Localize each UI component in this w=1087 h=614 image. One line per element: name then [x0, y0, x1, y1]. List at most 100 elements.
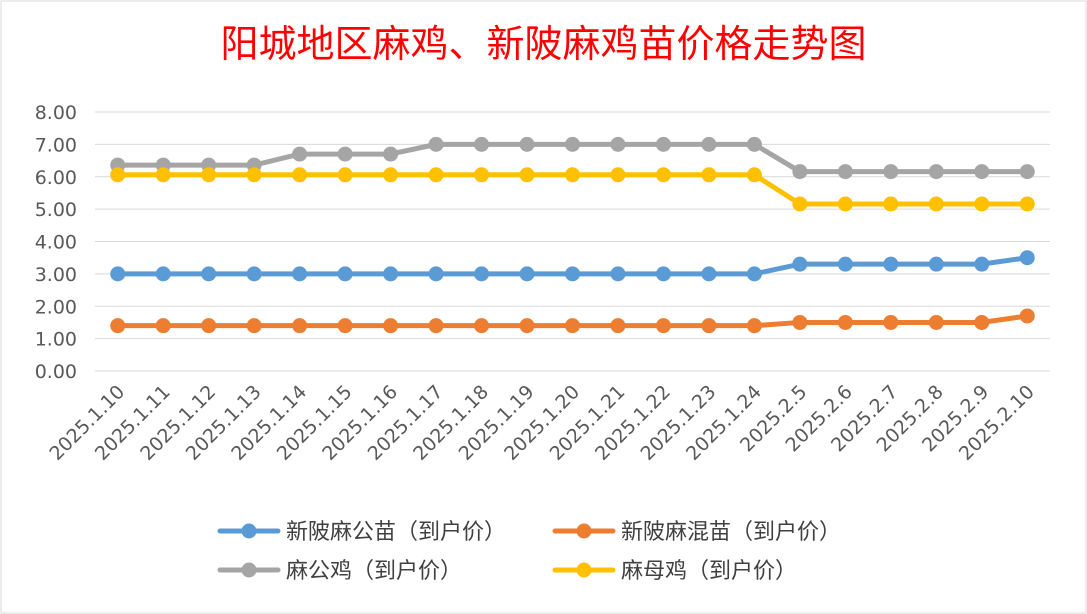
data-point — [928, 314, 944, 330]
data-point — [883, 164, 899, 180]
data-point — [201, 318, 217, 334]
y-tick-label: 8.00 — [35, 102, 77, 124]
data-point — [337, 318, 353, 334]
data-point — [655, 167, 671, 183]
data-point — [201, 167, 217, 183]
data-point — [474, 136, 490, 152]
data-point — [746, 136, 762, 152]
data-point — [1019, 308, 1035, 324]
legend-label: 麻公鸡（到户价） — [286, 559, 462, 584]
data-point — [928, 196, 944, 212]
legend-marker — [241, 523, 257, 539]
data-point — [519, 136, 535, 152]
y-tick-label: 5.00 — [35, 199, 77, 221]
y-tick-label: 2.00 — [35, 296, 77, 318]
y-tick-label: 4.00 — [35, 232, 77, 254]
data-point — [383, 318, 399, 334]
data-point — [565, 266, 580, 282]
series-2 — [110, 308, 1035, 334]
data-point — [837, 164, 853, 180]
data-point — [701, 167, 717, 183]
legend: 新陂麻公苗（到户价） 新陂麻混苗（到户价） 麻公鸡（到户价） 麻母鸡（到户价） — [217, 520, 841, 584]
data-point — [974, 256, 990, 272]
data-point — [655, 266, 671, 282]
data-point — [883, 196, 899, 212]
data-point — [974, 314, 990, 330]
legend-item-2: 新陂麻混苗（到户价） — [552, 520, 841, 545]
y-axis-ticks: 0.00 1.00 2.00 3.00 4.00 5.00 6.00 7.00 8.00 — [35, 102, 77, 383]
data-point — [701, 318, 717, 334]
data-point — [474, 266, 490, 282]
y-tick-label: 6.00 — [35, 167, 77, 189]
data-point — [974, 164, 990, 180]
data-point — [792, 256, 808, 272]
data-point — [383, 146, 399, 162]
data-point — [519, 266, 535, 282]
data-point — [655, 318, 671, 334]
data-point — [701, 266, 717, 282]
data-point — [655, 136, 671, 152]
y-tick-label: 1.00 — [35, 329, 77, 351]
legend-marker — [576, 562, 592, 578]
legend-item-3: 麻公鸡（到户价） — [217, 559, 462, 584]
data-point — [337, 146, 353, 162]
data-point — [837, 196, 853, 212]
data-point — [428, 136, 444, 152]
data-point — [110, 167, 126, 183]
data-point — [201, 266, 217, 282]
data-point — [428, 266, 444, 282]
data-point — [565, 318, 580, 334]
data-point — [1019, 196, 1035, 212]
data-point — [792, 196, 808, 212]
data-point — [610, 266, 626, 282]
data-point — [792, 314, 808, 330]
data-point — [1019, 250, 1035, 266]
data-point — [746, 167, 762, 183]
data-point — [928, 164, 944, 180]
data-point — [883, 256, 899, 272]
data-point — [610, 167, 626, 183]
data-point — [519, 318, 535, 334]
legend-label: 麻母鸡（到户价） — [621, 559, 797, 584]
data-point — [155, 167, 171, 183]
legend-item-1: 新陂麻公苗（到户价） — [217, 520, 506, 545]
series-4 — [110, 167, 1035, 212]
data-point — [155, 266, 171, 282]
data-point — [110, 318, 126, 334]
data-point — [610, 318, 626, 334]
legend-marker — [241, 562, 257, 578]
data-point — [383, 266, 399, 282]
data-point — [292, 146, 308, 162]
data-point — [883, 314, 899, 330]
data-point — [292, 318, 308, 334]
data-point — [428, 318, 444, 334]
data-point — [474, 167, 490, 183]
data-point — [292, 266, 308, 282]
data-point — [292, 167, 308, 183]
data-point — [837, 314, 853, 330]
data-point — [565, 167, 580, 183]
data-point — [974, 196, 990, 212]
data-point — [428, 167, 444, 183]
y-tick-label: 7.00 — [35, 134, 77, 156]
data-point — [246, 318, 262, 334]
data-point — [792, 164, 808, 180]
data-point — [383, 167, 399, 183]
data-point — [746, 318, 762, 334]
data-point — [837, 256, 853, 272]
legend-item-4: 麻母鸡（到户价） — [552, 559, 797, 584]
data-point — [565, 136, 580, 152]
data-point — [337, 167, 353, 183]
y-tick-label: 0.00 — [35, 361, 77, 383]
data-point — [246, 266, 262, 282]
data-point — [519, 167, 535, 183]
series-lines — [110, 136, 1035, 334]
y-tick-label: 3.00 — [35, 264, 77, 286]
data-point — [337, 266, 353, 282]
data-point — [474, 318, 490, 334]
legend-label: 新陂麻混苗（到户价） — [621, 520, 841, 545]
series-1 — [110, 250, 1035, 282]
legend-label: 新陂麻公苗（到户价） — [286, 520, 506, 545]
